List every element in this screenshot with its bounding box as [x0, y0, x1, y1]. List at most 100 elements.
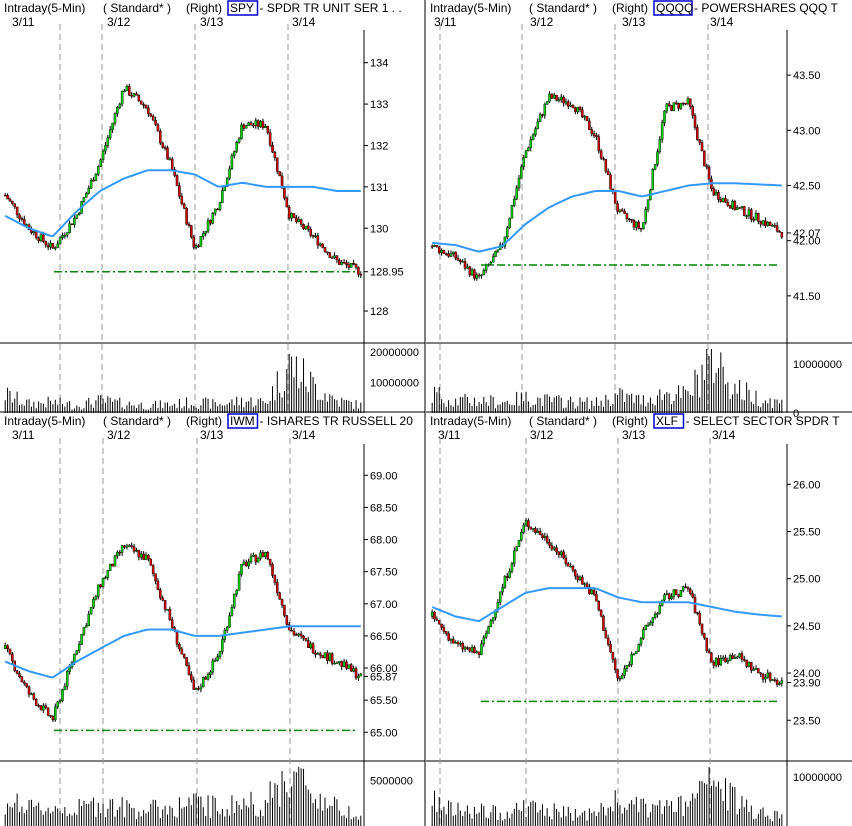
candle-down — [775, 225, 779, 232]
symbol-box[interactable] — [227, 0, 259, 16]
candle-down — [359, 274, 363, 276]
candle-down — [185, 657, 188, 666]
candle-up — [120, 545, 124, 553]
candle-down — [775, 680, 779, 685]
candle-down — [592, 133, 596, 136]
candle-down — [180, 648, 184, 655]
volume-tick-label: 10000000 — [793, 359, 842, 371]
candle-up — [656, 612, 659, 615]
candle-down — [147, 554, 150, 560]
candle-up — [463, 647, 467, 650]
candle-down — [299, 633, 303, 637]
candle-down — [268, 558, 272, 565]
price-tick-label: 128.95 — [370, 267, 404, 279]
candle-down — [602, 615, 605, 631]
candle-up — [221, 639, 224, 652]
candle-up — [559, 551, 563, 556]
candle-up — [552, 547, 556, 550]
candle-up — [764, 676, 767, 680]
candle-up — [470, 269, 474, 276]
candle-up — [247, 561, 250, 567]
candle-up — [94, 596, 98, 600]
candle-down — [454, 251, 457, 259]
candle-down — [197, 688, 200, 690]
date-label-3-12: 3/12 — [107, 15, 131, 29]
price-tick-label: 130 — [370, 223, 388, 235]
candle-up — [39, 234, 43, 241]
candle-down — [173, 169, 176, 176]
candle-up — [747, 209, 751, 216]
candle-down — [444, 253, 448, 255]
candle-down — [613, 659, 617, 671]
candle-down — [3, 194, 7, 197]
candle-down — [759, 672, 762, 675]
candle-up — [297, 633, 301, 636]
candle-down — [280, 599, 284, 606]
candle-down — [51, 716, 55, 721]
candle-down — [602, 157, 605, 160]
candle-up — [672, 589, 676, 597]
candle-down — [32, 693, 36, 700]
candle-up — [508, 571, 511, 578]
candle-up — [679, 589, 683, 597]
candle-down — [576, 575, 579, 581]
candle-up — [590, 589, 594, 594]
candle-up — [564, 101, 568, 104]
candle-up — [73, 217, 76, 225]
candle-down — [49, 715, 52, 717]
candle-down — [700, 142, 704, 152]
candle-down — [287, 206, 291, 219]
candle-up — [116, 107, 119, 114]
candle-up — [728, 655, 732, 661]
candle-down — [473, 269, 476, 279]
candle-up — [475, 274, 479, 279]
candle-down — [149, 113, 153, 117]
price-tick-label: 23.50 — [793, 715, 821, 727]
candle-up — [233, 593, 236, 608]
candle-up — [63, 685, 67, 690]
candle-down — [159, 130, 162, 144]
candle-up — [58, 237, 62, 245]
candle-down — [144, 105, 148, 109]
candle-down — [130, 545, 133, 547]
volume-tick-label: 10000000 — [793, 772, 842, 784]
candle-down — [321, 654, 324, 659]
candle-up — [113, 555, 117, 567]
candle-down — [696, 127, 699, 140]
candle-up — [726, 660, 730, 663]
candle-up — [94, 174, 98, 181]
candle-down — [693, 597, 697, 613]
candle-up — [682, 586, 685, 591]
candle-down — [321, 243, 324, 248]
candle-up — [240, 124, 243, 140]
candle-up — [237, 574, 241, 591]
candle-up — [489, 620, 493, 627]
candle-down — [273, 151, 277, 159]
candle-up — [672, 102, 676, 111]
price-tick-label: 23.90 — [793, 678, 821, 690]
candle-up — [199, 686, 203, 690]
candle-down — [271, 144, 274, 153]
candle-down — [159, 589, 162, 599]
symbol-box[interactable] — [653, 0, 693, 16]
symbol-box[interactable] — [227, 413, 259, 429]
candle-up — [658, 605, 662, 614]
candle-down — [780, 231, 784, 238]
candle-up — [635, 650, 638, 654]
candle-up — [665, 593, 669, 595]
candle-up — [660, 122, 664, 140]
candle-down — [154, 573, 157, 582]
candle-up — [118, 103, 122, 108]
candle-down — [39, 705, 43, 711]
candle-down — [759, 221, 762, 225]
candle-up — [628, 664, 631, 666]
candle-up — [304, 225, 308, 230]
price-tick-label: 65.50 — [370, 695, 398, 707]
candle-up — [125, 85, 129, 92]
candle-down — [163, 147, 167, 149]
symbol-box[interactable] — [653, 413, 685, 429]
candle-down — [557, 551, 561, 556]
candle-up — [679, 102, 683, 109]
candle-down — [266, 125, 270, 133]
header-interval: Intraday(5-Min) — [4, 414, 85, 428]
